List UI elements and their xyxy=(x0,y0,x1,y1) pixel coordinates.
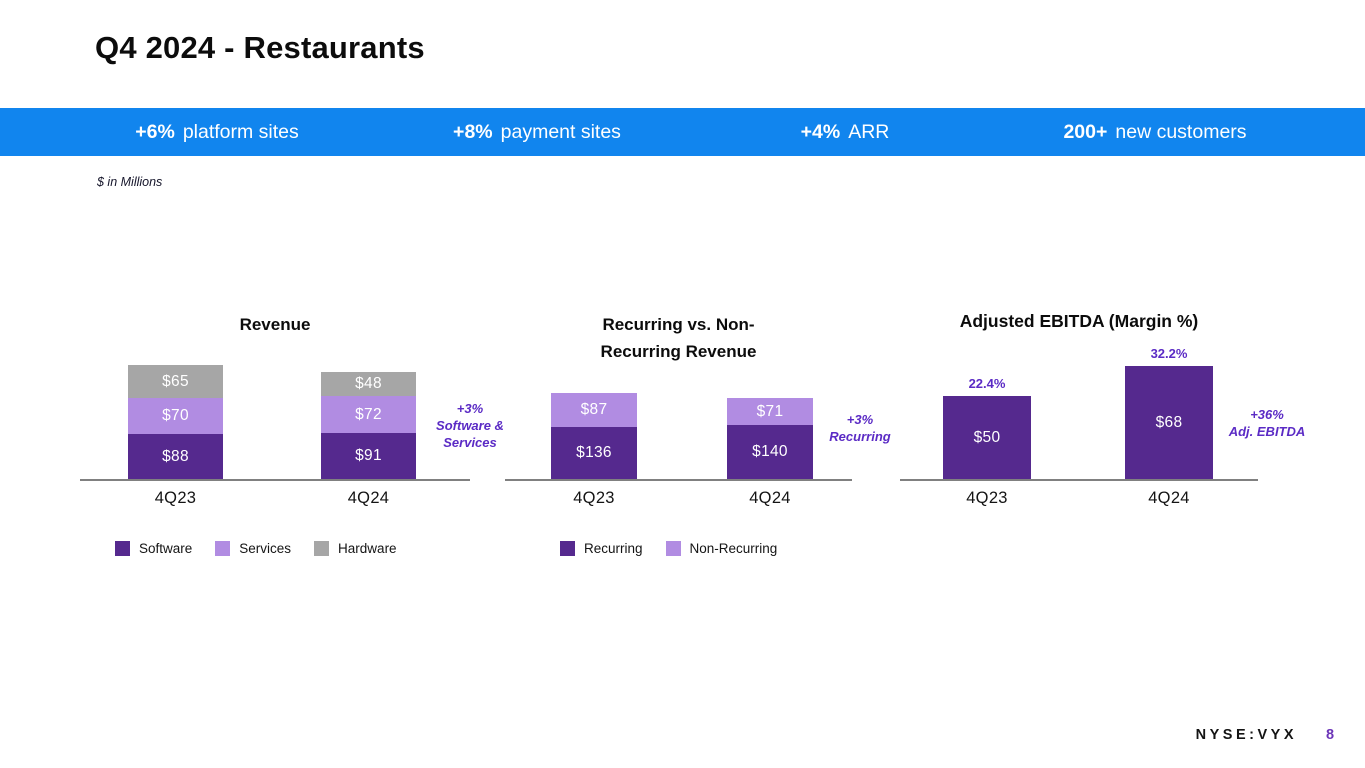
bar-value-label: $71 xyxy=(756,402,784,420)
annotation-software-services-growth: +3% Software & Services xyxy=(436,401,504,450)
legend-swatch xyxy=(115,540,130,556)
legend-label: Services xyxy=(239,540,292,556)
bar-column: $68 32.2% xyxy=(1125,346,1213,479)
bar-column: $140 $71 xyxy=(727,398,813,479)
bar-percent-label: 22.4% xyxy=(968,376,1006,391)
stat-label: payment sites xyxy=(500,120,621,143)
legend-swatch xyxy=(215,540,231,556)
category-axis: 4Q23 4Q24 xyxy=(505,489,852,515)
bar-value-label: $87 xyxy=(580,401,608,418)
units-note: $ in Millions xyxy=(97,175,163,189)
legend-label: Recurring xyxy=(584,540,643,556)
bar-value-label: $48 xyxy=(355,375,382,392)
bar-segment-services: $72 xyxy=(321,396,416,433)
bar-value-label: $140 xyxy=(752,443,788,460)
bar-segment-hardware: $48 xyxy=(321,372,416,396)
stat-new-customers: 200+ new customers xyxy=(1063,108,1246,156)
legend-swatch xyxy=(665,540,681,556)
category-label: 4Q24 xyxy=(1148,489,1190,507)
bar-value-label: $88 xyxy=(162,447,189,465)
category-label: 4Q24 xyxy=(749,489,791,507)
bar-percent-label: 32.2% xyxy=(1150,346,1188,361)
bar-value-label: $68 xyxy=(1155,413,1183,431)
bar-segment-recurring: $136 xyxy=(551,427,637,479)
legend-label: Software xyxy=(139,540,193,556)
bar-segment-adj-ebitda: $50 xyxy=(943,396,1031,479)
bar-value-label: $136 xyxy=(576,444,612,461)
stat-value: +6% xyxy=(135,120,175,143)
plot-area: $136 $87 $140 $71 xyxy=(505,305,852,479)
chart-title: Revenue xyxy=(239,315,311,334)
legend-swatch xyxy=(314,540,330,556)
category-label: 4Q23 xyxy=(573,489,615,507)
chart-recurring-revenue: Recurring vs. Non- Recurring Revenue $13… xyxy=(505,305,852,525)
bar-value-label: $72 xyxy=(355,405,382,423)
legend-label: Hardware xyxy=(338,540,397,556)
ticker-label: NYSE:VYX xyxy=(1195,727,1297,743)
x-axis-line xyxy=(505,479,852,481)
slide-title: Q4 2024 - Restaurants xyxy=(95,30,425,65)
bar-column: $136 $87 xyxy=(551,393,637,479)
category-label: 4Q23 xyxy=(966,489,1008,507)
bar-column: $88 $70 $65 xyxy=(128,365,223,479)
stat-payment-sites: +8% payment sites xyxy=(453,108,621,156)
bar-segment-non-recurring: $71 xyxy=(727,398,813,425)
category-axis: 4Q23 4Q24 xyxy=(900,489,1258,515)
bar-segment-recurring: $140 xyxy=(727,425,813,479)
legend-recurring: Recurring Non-Recurring xyxy=(560,540,777,556)
bar-value-label: $91 xyxy=(355,447,382,464)
chart-revenue: Revenue $88 $70 $65 $91 $72 $48 4Q23 4Q24 xyxy=(80,305,470,525)
stat-arr: +4% ARR xyxy=(801,108,890,156)
category-label: 4Q23 xyxy=(154,489,197,507)
annotation-recurring-growth: +3% Recurring xyxy=(829,412,891,444)
bar-value-label: $50 xyxy=(973,428,1001,446)
stat-value: +8% xyxy=(453,120,493,143)
stat-value: +4% xyxy=(800,120,841,143)
legend-label: Non-Recurring xyxy=(689,540,778,556)
bar-segment-hardware: $65 xyxy=(128,365,223,398)
bar-segment-adj-ebitda: $68 xyxy=(1125,366,1213,479)
category-label: 4Q24 xyxy=(347,489,390,507)
bar-column: $50 22.4% xyxy=(943,376,1031,479)
stat-label: ARR xyxy=(848,120,890,143)
bar-value-label: $70 xyxy=(162,407,189,424)
bar-segment-services: $70 xyxy=(128,398,223,434)
x-axis-line xyxy=(900,479,1258,481)
bar-value-label: $65 xyxy=(162,372,189,390)
stat-label: new customers xyxy=(1115,120,1247,143)
page-number: 8 xyxy=(1326,727,1335,743)
category-axis: 4Q23 4Q24 xyxy=(80,489,470,515)
bar-segment-software: $91 xyxy=(321,433,416,479)
bar-column: $91 $72 $48 xyxy=(321,372,416,479)
bar-segment-software: $88 xyxy=(128,434,223,479)
highlights-banner: +6% platform sites +8% payment sites +4%… xyxy=(0,108,1365,156)
legend-swatch xyxy=(560,540,575,556)
stat-label: platform sites xyxy=(182,120,299,143)
legend-item-software: Software xyxy=(115,540,193,556)
x-axis-line xyxy=(80,479,470,481)
legend-item-hardware: Hardware xyxy=(314,540,397,556)
legend-item-recurring: Recurring xyxy=(560,540,643,556)
legend-item-non-recurring: Non-Recurring xyxy=(665,540,778,556)
stat-value: 200+ xyxy=(1063,120,1108,143)
plot-area: $50 22.4% $68 32.2% xyxy=(900,305,1258,479)
chart-title: Adjusted EBITDA (Margin %) xyxy=(959,311,1199,331)
bar-segment-non-recurring: $87 xyxy=(551,393,637,427)
plot-area: $88 $70 $65 $91 $72 $48 xyxy=(80,305,470,479)
chart-adjusted-ebitda: Adjusted EBITDA (Margin %) $50 22.4% $68 32… xyxy=(900,305,1258,525)
chart-title: Recurring vs. Non- Recurring Revenue xyxy=(600,315,757,361)
stat-platform-sites: +6% platform sites xyxy=(135,108,299,156)
legend-item-services: Services xyxy=(215,540,292,556)
legend-revenue: Software Services Hardware xyxy=(115,540,397,556)
annotation-ebitda-growth: +36% Adj. EBITDA xyxy=(1228,407,1306,439)
